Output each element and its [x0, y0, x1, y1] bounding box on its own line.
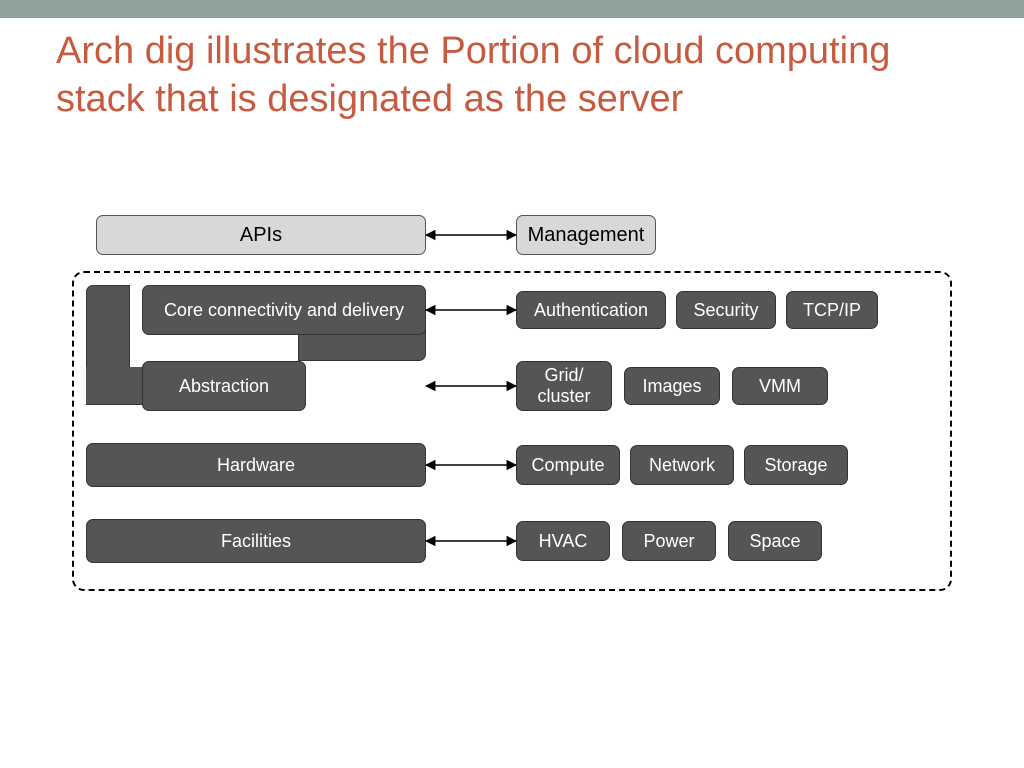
stack-item-box: Compute — [516, 445, 620, 485]
architecture-diagram: APIs Management Core connectivity and de… — [72, 215, 952, 615]
stack-item-box: Images — [624, 367, 720, 405]
stack-item-box: Space — [728, 521, 822, 561]
slide-title: Arch dig illustrates the Portion of clou… — [56, 28, 956, 123]
stack-main-box: Hardware — [86, 443, 426, 487]
stack-item-box: Authentication — [516, 291, 666, 329]
stack-item-box: Storage — [744, 445, 848, 485]
stack-main-box: Core connectivity and delivery — [142, 285, 426, 335]
management-box: Management — [516, 215, 656, 255]
stack-item-box: HVAC — [516, 521, 610, 561]
stack-item-box: VMM — [732, 367, 828, 405]
stack-item-box: Security — [676, 291, 776, 329]
stack-item-box: TCP/IP — [786, 291, 878, 329]
stack-item-box: Power — [622, 521, 716, 561]
apis-box: APIs — [96, 215, 426, 255]
stack-main-box: Facilities — [86, 519, 426, 563]
stack-main-box: Abstraction — [142, 361, 306, 411]
stack-item-box: Grid/ cluster — [516, 361, 612, 411]
top-accent-bar — [0, 0, 1024, 18]
stack-item-box: Network — [630, 445, 734, 485]
